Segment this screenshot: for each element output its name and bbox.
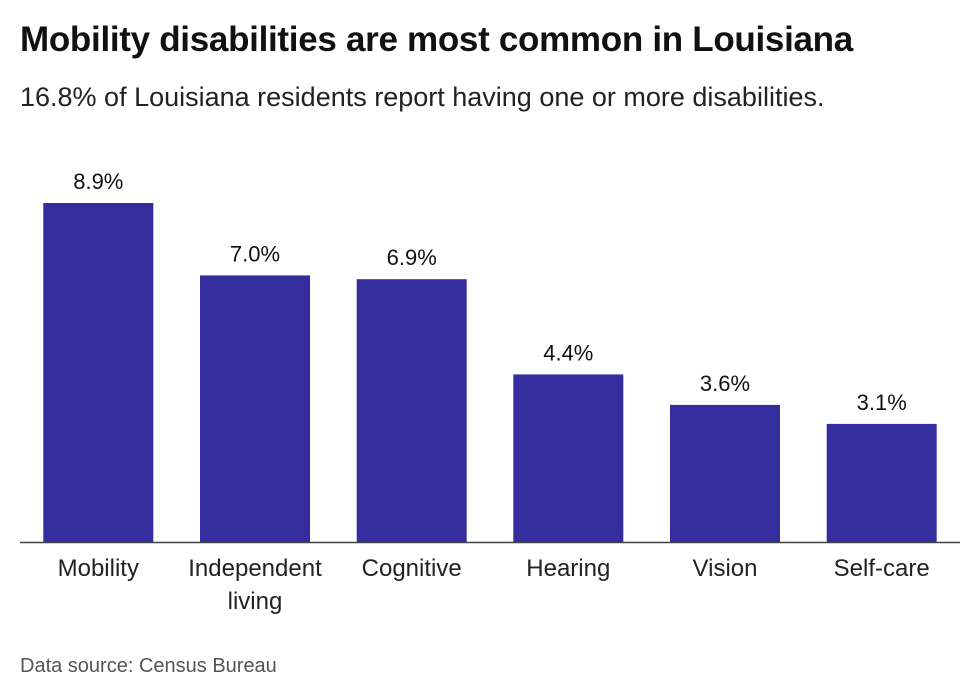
category-label: Cognitive <box>362 555 462 582</box>
data-label: 8.9% <box>73 169 123 194</box>
bar-self-care <box>826 423 937 542</box>
bar-vision <box>670 404 780 542</box>
data-label: 7.0% <box>230 241 280 266</box>
data-label: 3.1% <box>857 390 907 415</box>
chart-title: Mobility disabilities are most common in… <box>20 20 853 59</box>
data-source-note: Data source: Census Bureau <box>20 655 277 677</box>
bar-hearing <box>513 374 624 542</box>
bar-mobility <box>43 203 154 542</box>
bar-independent-living <box>200 275 310 542</box>
data-label: 6.9% <box>387 245 437 270</box>
data-label: 3.6% <box>700 371 750 396</box>
category-label: Vision <box>693 555 758 582</box>
category-label: Hearing <box>526 555 610 582</box>
data-label: 4.4% <box>543 340 593 365</box>
category-label: Self-care <box>834 555 930 582</box>
category-label: Mobility <box>58 555 139 582</box>
chart-subtitle: 16.8% of Louisiana residents report havi… <box>20 82 825 112</box>
category-label: Independent living <box>188 555 322 615</box>
bar-cognitive <box>356 279 467 542</box>
